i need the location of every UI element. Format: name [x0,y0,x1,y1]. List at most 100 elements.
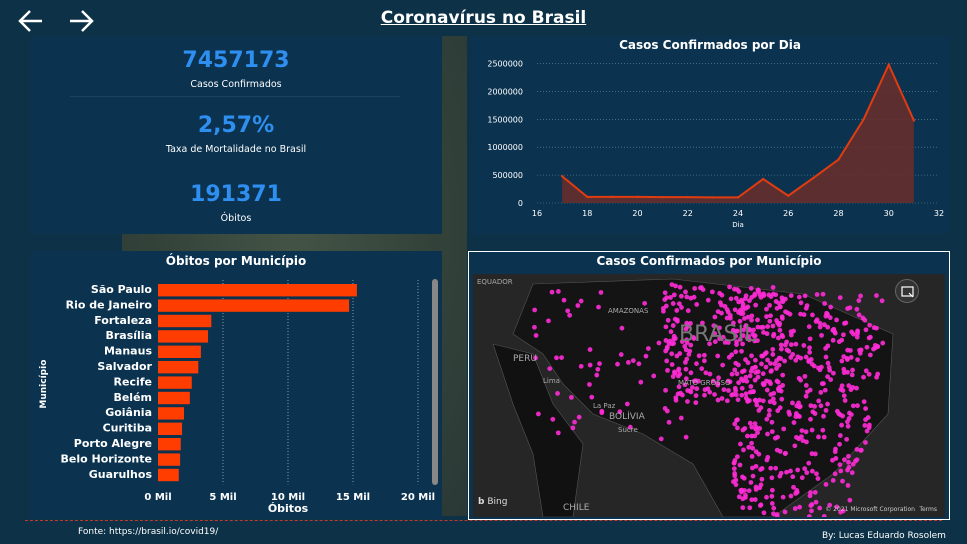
category-label: Guarulhos [89,468,153,481]
map-dot [645,346,651,351]
map-dot [772,435,778,441]
map-dot [750,365,755,371]
deaths-value: 191371 [190,182,282,207]
data-point[interactable] [761,177,765,181]
category-label: Recife [114,375,152,388]
map-dot [687,388,693,394]
category-label: Fortaleza [94,314,152,327]
map-label-brasil: BRASIL [679,322,757,347]
data-point[interactable] [586,195,589,199]
bar[interactable] [158,407,184,420]
map-dot [847,410,852,416]
map-dot [734,454,740,460]
data-point[interactable] [736,196,740,199]
focus-mode-button[interactable] [895,279,919,303]
map-dot [575,303,581,308]
map-dot [812,451,818,457]
data-point[interactable] [711,196,715,199]
map-dot [846,459,851,465]
map-dot [855,403,860,409]
map-dot [755,374,761,380]
daily-cases-chart[interactable]: 0 500000 1000000 1500000 2000000 2500000 16 18 2… [471,36,949,234]
bar[interactable] [158,299,350,312]
scrollbar[interactable] [432,279,438,485]
source-link[interactable]: Fonte: https://brasil.io/covid19/ [78,527,219,537]
map-dot [733,388,739,394]
map-dot [683,434,689,440]
bing-icon: b [478,497,485,507]
data-point[interactable] [686,195,689,199]
map-terms-link[interactable]: Terms [919,506,937,513]
map-dot [810,312,815,318]
map-dot [619,325,625,331]
map-dot [774,512,780,517]
map-dot [733,477,739,483]
map-dot [872,342,878,348]
map-dot [777,384,783,390]
bar[interactable] [158,361,199,374]
bar[interactable] [158,468,179,482]
map-dot [806,460,812,466]
y-tick-label: 1000000 [487,143,523,152]
map-dot [670,323,676,328]
map-dot [636,361,642,367]
bar[interactable] [158,330,209,343]
map-dot [847,497,853,503]
bar[interactable] [158,391,190,405]
data-point[interactable] [812,176,815,180]
map-dot [785,310,791,316]
data-point[interactable] [787,194,790,197]
bar[interactable] [158,422,183,435]
map-dot [642,300,648,306]
map-dot [711,323,717,329]
bar[interactable] [158,345,201,358]
map-dot [737,318,743,324]
map-label-lima: Lima [543,377,560,385]
data-point[interactable] [611,195,614,199]
deaths-by-city-chart[interactable]: 0 Mil 5 Mil 10 Mil 15 Mil 20 Mil São Paulo Rio… [30,251,442,519]
y-tick-label: 500000 [492,171,523,180]
data-point[interactable] [661,195,664,199]
map-dot [736,494,742,500]
back-arrow-icon[interactable] [16,6,46,36]
data-point[interactable] [862,118,865,121]
bar[interactable] [158,376,192,389]
data-point[interactable] [837,158,840,161]
map-dot [880,340,886,346]
map-dot [858,447,864,453]
map-dot [863,368,869,374]
y-tick-label: 1500000 [487,115,523,124]
map-dot [683,347,689,353]
map-dot [663,338,669,343]
map-dot [688,295,694,301]
data-point[interactable] [887,63,890,66]
map-dot [638,379,644,385]
map-dot [727,284,732,290]
bar[interactable] [158,453,181,466]
map-dot [795,354,801,360]
map-dot [715,397,721,403]
map-dot [748,480,754,485]
bar[interactable] [158,438,181,451]
map-dot [679,305,684,310]
map-dot [845,419,850,425]
map-dot [809,468,815,474]
map-dot [760,398,766,404]
data-point[interactable] [912,119,916,122]
data-point[interactable] [636,195,639,199]
cases-map[interactable]: EQUADOR PERU Lima BRASIL AMAZONAS BOLÍVI… [473,274,945,517]
map-dot [874,293,879,298]
map-dot [788,293,794,299]
bar[interactable] [158,284,357,297]
map-dot [858,293,863,299]
map-dot [807,493,813,499]
data-point[interactable] [560,175,564,178]
map-dot [798,377,804,383]
map-dot [532,324,537,330]
map-dot [776,322,782,328]
map-dot [677,284,683,290]
forward-arrow-icon[interactable] [66,6,96,36]
map-dot [803,354,809,360]
map-dot [755,430,760,436]
bar[interactable] [158,314,212,328]
